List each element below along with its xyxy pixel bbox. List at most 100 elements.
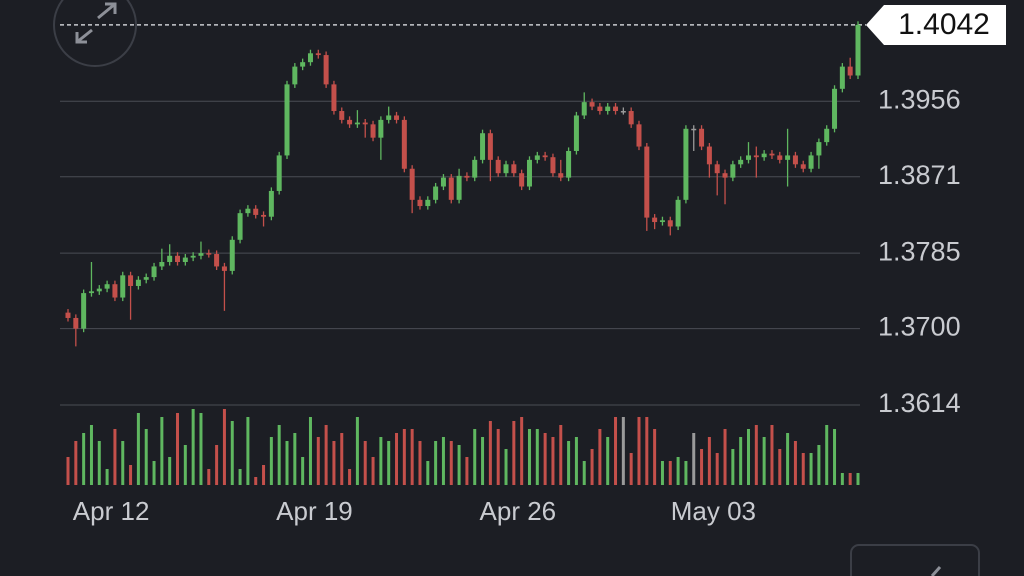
candle-body bbox=[81, 293, 87, 329]
candle-body bbox=[409, 168, 415, 200]
candle-body bbox=[495, 159, 501, 174]
volume-bar bbox=[559, 425, 563, 485]
candle-body bbox=[190, 255, 196, 258]
volume-bar bbox=[496, 429, 500, 485]
candle-body bbox=[159, 262, 165, 267]
candle-body bbox=[112, 284, 118, 298]
candle-body bbox=[472, 159, 478, 178]
volume-bar bbox=[707, 437, 711, 485]
volume-bar bbox=[418, 441, 422, 485]
candle-body bbox=[487, 133, 493, 160]
volume-bar bbox=[82, 433, 86, 485]
volume-bar bbox=[254, 477, 258, 485]
x-tick-label: Apr 12 bbox=[73, 496, 150, 526]
volume-bar bbox=[543, 433, 547, 485]
candle-body bbox=[214, 254, 220, 267]
candle-body bbox=[370, 124, 376, 138]
candle-body bbox=[503, 164, 509, 174]
candle-body bbox=[417, 199, 423, 207]
volume-bar bbox=[355, 417, 359, 485]
candle-body bbox=[738, 159, 744, 165]
x-tick-label: May 03 bbox=[671, 496, 756, 526]
candle-body bbox=[315, 53, 321, 56]
volume-bar bbox=[215, 445, 219, 485]
volume-bar bbox=[89, 425, 93, 485]
candle-body bbox=[268, 190, 274, 217]
candle-body bbox=[401, 119, 407, 169]
candle-body bbox=[644, 146, 650, 218]
candle-body bbox=[839, 66, 845, 89]
candle-body bbox=[847, 66, 853, 76]
candle-body bbox=[605, 106, 611, 112]
candle-body bbox=[378, 119, 384, 138]
control-icon bbox=[930, 566, 942, 576]
candle-body bbox=[824, 128, 830, 143]
volume-bar bbox=[786, 433, 790, 485]
candle-body bbox=[206, 253, 212, 255]
candle-body bbox=[339, 111, 345, 120]
volume-bar bbox=[277, 425, 281, 485]
expand-button[interactable] bbox=[53, 0, 137, 67]
candle-body bbox=[96, 288, 102, 292]
volume-bar bbox=[637, 417, 641, 485]
volume-bar bbox=[762, 437, 766, 485]
volume-bar bbox=[465, 457, 469, 485]
volume-bar bbox=[105, 469, 109, 485]
candle-body bbox=[331, 84, 337, 112]
volume-bar bbox=[770, 425, 774, 485]
y-tick-label: 1.3956 bbox=[878, 84, 961, 114]
volume-bar bbox=[426, 461, 430, 485]
candle-body bbox=[347, 119, 353, 125]
volume-bar bbox=[731, 449, 735, 485]
candle-body bbox=[745, 155, 751, 160]
candle-body bbox=[714, 164, 720, 174]
candle-body bbox=[792, 155, 798, 165]
volume-bar bbox=[629, 453, 633, 485]
candle-body bbox=[620, 111, 626, 113]
volume-bar bbox=[488, 421, 492, 485]
control-button[interactable] bbox=[850, 544, 980, 576]
volume-bar bbox=[434, 441, 438, 485]
volume-bar bbox=[590, 449, 594, 485]
volume-bar bbox=[379, 437, 383, 485]
volume-bar bbox=[840, 473, 844, 485]
volume-bar bbox=[582, 461, 586, 485]
candle-body bbox=[276, 155, 282, 191]
volume-bar bbox=[301, 457, 305, 485]
candle-body bbox=[573, 115, 579, 151]
volume-bar bbox=[191, 409, 195, 485]
candle-body bbox=[777, 155, 783, 160]
candle-body bbox=[362, 122, 368, 125]
candle-body bbox=[659, 220, 665, 223]
volume-bar bbox=[621, 417, 625, 485]
volume-bar bbox=[473, 429, 477, 485]
last-price-label: 1.4042 bbox=[898, 8, 990, 41]
volume-bar bbox=[113, 429, 117, 485]
y-tick-label: 1.3614 bbox=[878, 388, 961, 418]
last-price-badge: 1.4042 bbox=[866, 5, 1006, 45]
candle-body bbox=[785, 155, 791, 160]
volume-bar bbox=[457, 445, 461, 485]
candle-body bbox=[221, 266, 227, 271]
volume-bar bbox=[793, 441, 797, 485]
volume-bar bbox=[715, 453, 719, 485]
volume-bar bbox=[160, 417, 164, 485]
candle-body bbox=[597, 106, 603, 112]
volume-bar bbox=[817, 445, 821, 485]
candle-body bbox=[284, 84, 290, 156]
volume-bar bbox=[441, 437, 445, 485]
candle-body bbox=[261, 214, 267, 217]
candle-body bbox=[151, 266, 157, 278]
volume-bar bbox=[402, 429, 406, 485]
expand-button-circle bbox=[53, 0, 137, 67]
volume-bar bbox=[551, 437, 555, 485]
volume-bar bbox=[512, 421, 516, 485]
volume-bar bbox=[176, 413, 180, 485]
volume-bar bbox=[324, 425, 328, 485]
candle-body bbox=[307, 53, 313, 63]
expand-icon bbox=[75, 2, 117, 44]
volume-bar bbox=[395, 433, 399, 485]
volume-bar bbox=[152, 461, 156, 485]
